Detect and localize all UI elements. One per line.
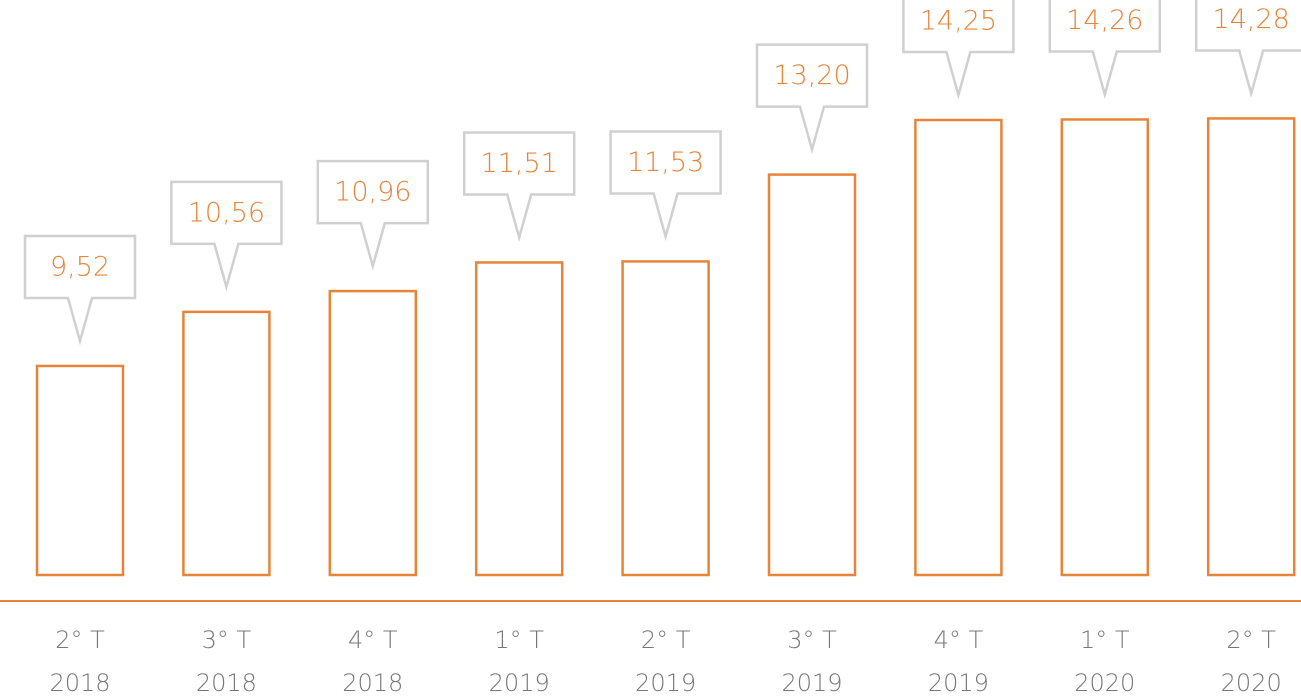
value-label: 11,53 xyxy=(627,147,704,178)
x-tick-label: 1° T xyxy=(494,626,544,654)
x-tick-label: 2018 xyxy=(49,669,110,697)
bar xyxy=(621,260,710,577)
bar xyxy=(1206,117,1296,577)
bar xyxy=(35,364,125,577)
x-tick-label: 1° T xyxy=(1080,626,1130,654)
bar xyxy=(474,261,564,577)
x-tick-label: 2020 xyxy=(1074,669,1135,697)
x-tick-label: 4° T xyxy=(348,626,398,654)
bar xyxy=(1060,118,1150,577)
callout xyxy=(316,159,430,271)
bar xyxy=(767,173,857,577)
x-tick-label: 2020 xyxy=(1221,669,1282,697)
callout xyxy=(1194,0,1301,99)
x-tick-label: 2° T xyxy=(1226,626,1276,654)
bar xyxy=(328,289,418,577)
value-label: 14,28 xyxy=(1213,4,1290,35)
value-label: 11,51 xyxy=(481,148,558,179)
value-label: 9,52 xyxy=(50,251,110,282)
value-label: 14,26 xyxy=(1066,5,1143,36)
callout xyxy=(902,0,1015,100)
x-tick-label: 2019 xyxy=(489,669,550,697)
callout xyxy=(462,131,576,243)
value-label: 10,96 xyxy=(334,177,411,208)
x-tick-label: 3° T xyxy=(787,626,837,654)
x-tick-label: 3° T xyxy=(202,626,252,654)
callout xyxy=(1048,0,1162,100)
x-tick-label: 4° T xyxy=(934,626,984,654)
callout xyxy=(23,234,137,346)
x-tick-label: 2019 xyxy=(635,669,696,697)
x-tick-label: 2018 xyxy=(196,669,257,697)
value-label: 10,56 xyxy=(188,197,265,228)
x-tick-label: 2019 xyxy=(928,669,989,697)
bar xyxy=(182,310,271,577)
x-tick-label: 2018 xyxy=(342,669,403,697)
value-label: 14,25 xyxy=(920,6,997,37)
callout xyxy=(755,43,869,155)
x-tick-label: 2° T xyxy=(641,626,691,654)
value-label: 13,20 xyxy=(773,60,850,91)
callout xyxy=(170,180,283,292)
bar xyxy=(914,118,1003,577)
x-tick-label: 2° T xyxy=(55,626,105,654)
x-tick-label: 2019 xyxy=(781,669,842,697)
callout xyxy=(609,130,722,242)
